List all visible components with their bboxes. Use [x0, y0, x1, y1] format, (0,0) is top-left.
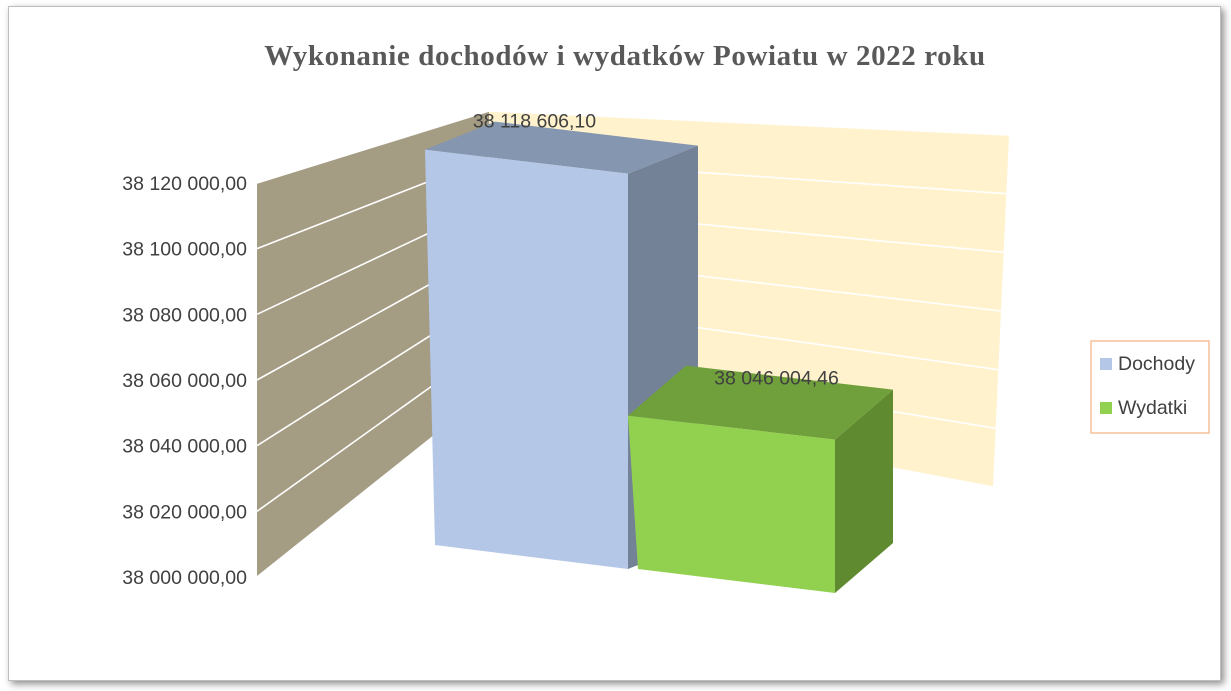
bar-side-wydatki — [835, 389, 893, 593]
y-tick-label: 38 060 000,00 — [122, 370, 247, 392]
bar-dochody — [425, 149, 628, 569]
y-tick-label: 38 000 000,00 — [122, 567, 247, 589]
data-label-dochody: 38 118 606,10 — [473, 111, 596, 133]
y-axis-ticks: 38 000 000,00 38 020 000,00 38 040 000,00 3… — [122, 173, 247, 589]
legend-box — [1090, 340, 1210, 434]
bar-top-wydatki — [628, 365, 893, 440]
y-tick-label: 38 080 000,00 — [122, 304, 247, 326]
gridline — [256, 110, 1010, 184]
y-tick-label: 38 040 000,00 — [122, 436, 247, 458]
chart-title: Wykonanie dochodów i wydatków Powiatu w … — [264, 40, 986, 72]
y-tick-label: 38 020 000,00 — [122, 501, 247, 523]
chart-canvas: Wykonanie dochodów i wydatków Powiatu w … — [122, 40, 1210, 593]
bar-top-dochody — [425, 121, 698, 174]
legend: Dochody Wydatki — [1090, 340, 1210, 434]
bar-wydatki — [628, 415, 835, 593]
chart-frame: Wykonanie dochodów i wydatków Powiatu w … — [8, 6, 1221, 681]
legend-swatch-wydatki — [1100, 402, 1112, 414]
data-label-wydatki: 38 046 004,46 — [714, 368, 839, 390]
y-tick-label: 38 100 000,00 — [122, 239, 247, 261]
legend-label-dochody: Dochody — [1118, 353, 1195, 375]
y-tick-label: 38 120 000,00 — [122, 173, 247, 195]
legend-label-wydatki: Wydatki — [1118, 397, 1187, 419]
bars — [425, 121, 893, 593]
legend-swatch-dochody — [1100, 358, 1112, 370]
data-labels: 38 118 606,10 38 046 004,46 — [473, 111, 839, 390]
